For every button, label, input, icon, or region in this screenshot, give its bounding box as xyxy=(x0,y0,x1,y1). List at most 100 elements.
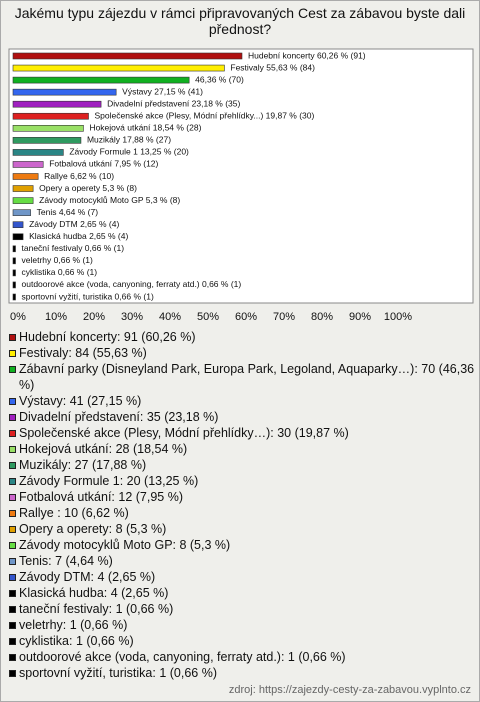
legend-swatch xyxy=(9,334,16,341)
legend-label: Zábavní parky (Disneyland Park, Europa P… xyxy=(19,362,475,392)
legend-label: Výstavy: 41 (27,15 %) xyxy=(19,394,142,408)
bar-label: 46,36 % (70) xyxy=(195,74,244,84)
bar xyxy=(12,233,24,241)
x-tick-label: 60% xyxy=(235,311,257,323)
legend-item: outdoorové akce (voda, canyoning, ferrat… xyxy=(9,649,475,665)
legend-label: Rallye : 10 (6,62 %) xyxy=(19,506,129,520)
bar-label: Muzikály 17,88 % (27) xyxy=(87,135,171,145)
legend-item: Fotbalová utkání: 12 (7,95 %) xyxy=(9,489,475,505)
legend-item: veletrhy: 1 (0,66 %) xyxy=(9,617,475,633)
legend-label: Závody Formule 1: 20 (13,25 %) xyxy=(19,474,199,488)
legend-swatch xyxy=(9,494,16,501)
legend-item: Muzikály: 27 (17,88 %) xyxy=(9,457,475,473)
legend-label: outdoorové akce (voda, canyoning, ferrat… xyxy=(19,650,346,664)
bar-label: Výstavy 27,15 % (41) xyxy=(122,86,203,96)
bar xyxy=(12,100,102,108)
bar xyxy=(12,245,16,253)
x-tick-label: 20% xyxy=(83,311,105,323)
bar xyxy=(12,269,16,277)
legend-item: Závody motocyklů Moto GP: 8 (5,3 %) xyxy=(9,537,475,553)
legend-item: Hudební koncerty: 91 (60,26 %) xyxy=(9,329,475,345)
legend-swatch xyxy=(9,526,16,533)
legend-swatch xyxy=(9,638,16,645)
legend-item: Rallye : 10 (6,62 %) xyxy=(9,505,475,521)
bar xyxy=(12,197,34,204)
legend-item: sportovní vyžití, turistika: 1 (0,66 %) xyxy=(9,665,475,681)
x-tick-label: 10% xyxy=(45,311,67,323)
x-tick-label: 50% xyxy=(197,311,219,323)
legend-label: Divadelní představení: 35 (23,18 %) xyxy=(19,410,219,424)
bar xyxy=(12,112,89,120)
chart-title: Jakému typu zájezdu v rámci připravovaný… xyxy=(14,5,466,37)
legend-swatch xyxy=(9,478,16,485)
legend-label: Závody motocyklů Moto GP: 8 (5,3 %) xyxy=(19,538,231,552)
bar-label: Divadelní představení 23,18 % (35) xyxy=(107,98,240,108)
chart: 0% 10% 20% 30% 40% 50% 60% 70% 80% 90% 100% Hudební… xyxy=(8,48,474,323)
bar xyxy=(12,221,24,228)
bar-label: sportovní vyžití, turistika 0,66 % (1) xyxy=(22,291,154,301)
bar-label: Rallye 6,62 % (10) xyxy=(44,171,114,181)
legend-item: Klasická hudba: 4 (2,65 %) xyxy=(9,585,475,601)
bar-label: outdoorové akce (voda, canyoning, ferrat… xyxy=(22,279,242,289)
x-tick-label: 90% xyxy=(349,311,371,323)
legend-label: Klasická hudba: 4 (2,65 %) xyxy=(19,586,169,600)
bar xyxy=(12,149,64,156)
legend-swatch xyxy=(9,590,16,597)
bar xyxy=(12,76,190,84)
bar-label: Závody motocyklů Moto GP 5,3 % (8) xyxy=(39,195,180,205)
legend-label: Závody DTM: 4 (2,65 %) xyxy=(19,570,156,584)
bar-label: Klasická hudba 2,65 % (4) xyxy=(29,231,128,241)
legend-label: Společenské akce (Plesy, Módní přehlídky… xyxy=(19,426,349,440)
legend-label: sportovní vyžití, turistika: 1 (0,66 %) xyxy=(19,666,217,680)
bar-label: veletrhy 0,66 % (1) xyxy=(22,255,94,265)
legend-swatch xyxy=(9,446,16,453)
legend-item: Závody Formule 1: 20 (13,25 %) xyxy=(9,473,475,489)
legend-item: Zábavní parky (Disneyland Park, Europa P… xyxy=(9,361,475,393)
bar xyxy=(12,137,82,144)
x-tick-label: 80% xyxy=(311,311,333,323)
bar-label: taneční festivaly 0,66 % (1) xyxy=(22,243,125,253)
legend-item: cyklistika: 1 (0,66 %) xyxy=(9,633,475,649)
bar-label: Festivaly 55,63 % (84) xyxy=(230,62,315,72)
x-tick-label: 100% xyxy=(384,311,412,323)
bar xyxy=(12,209,31,216)
legend-item: Závody DTM: 4 (2,65 %) xyxy=(9,569,475,585)
legend-swatch xyxy=(9,558,16,565)
x-tick-label: 0% xyxy=(10,311,26,323)
bar-label: Fotbalová utkání 7,95 % (12) xyxy=(49,159,158,169)
legend-label: Fotbalová utkání: 12 (7,95 %) xyxy=(19,490,183,504)
legend-swatch xyxy=(9,542,16,549)
legend-swatch xyxy=(9,654,16,661)
legend-swatch xyxy=(9,606,16,613)
legend: Hudební koncerty: 91 (60,26 %) Festivaly:… xyxy=(9,329,475,681)
legend-label: cyklistika: 1 (0,66 %) xyxy=(19,634,134,648)
legend-item: Divadelní představení: 35 (23,18 %) xyxy=(9,409,475,425)
legend-label: veletrhy: 1 (0,66 %) xyxy=(19,618,128,632)
legend-item: Hokejová utkání: 28 (18,54 %) xyxy=(9,441,475,457)
bar-label: Hokejová utkání 18,54 % (28) xyxy=(89,123,201,133)
bar xyxy=(12,161,44,168)
legend-swatch xyxy=(9,414,16,421)
bar xyxy=(12,64,225,72)
bar-label: cyklistika 0,66 % (1) xyxy=(22,267,98,277)
legend-label: Hudební koncerty: 91 (60,26 %) xyxy=(19,330,196,344)
bar xyxy=(12,173,39,180)
bar-label: Opery a operety 5,3 % (8) xyxy=(39,183,137,193)
bar-label: Hudební koncerty 60,26 % (91) xyxy=(248,50,366,60)
legend-item: Společenské akce (Plesy, Módní přehlídky… xyxy=(9,425,475,441)
legend-swatch xyxy=(9,622,16,629)
legend-swatch xyxy=(9,462,16,469)
legend-label: Hokejová utkání: 28 (18,54 %) xyxy=(19,442,188,456)
legend-label: Festivaly: 84 (55,63 %) xyxy=(19,346,147,360)
legend-item: Tenis: 7 (4,64 %) xyxy=(9,553,475,569)
bar xyxy=(12,125,84,132)
source: zdroj: https://zajezdy-cesty-za-zabavou.… xyxy=(228,684,471,696)
legend-swatch xyxy=(9,670,16,677)
legend-swatch xyxy=(9,574,16,581)
bar xyxy=(12,293,16,301)
legend-swatch xyxy=(9,430,16,437)
bar xyxy=(12,88,117,96)
legend-label: taneční festivaly: 1 (0,66 %) xyxy=(19,602,174,616)
x-tick-label: 30% xyxy=(121,311,143,323)
